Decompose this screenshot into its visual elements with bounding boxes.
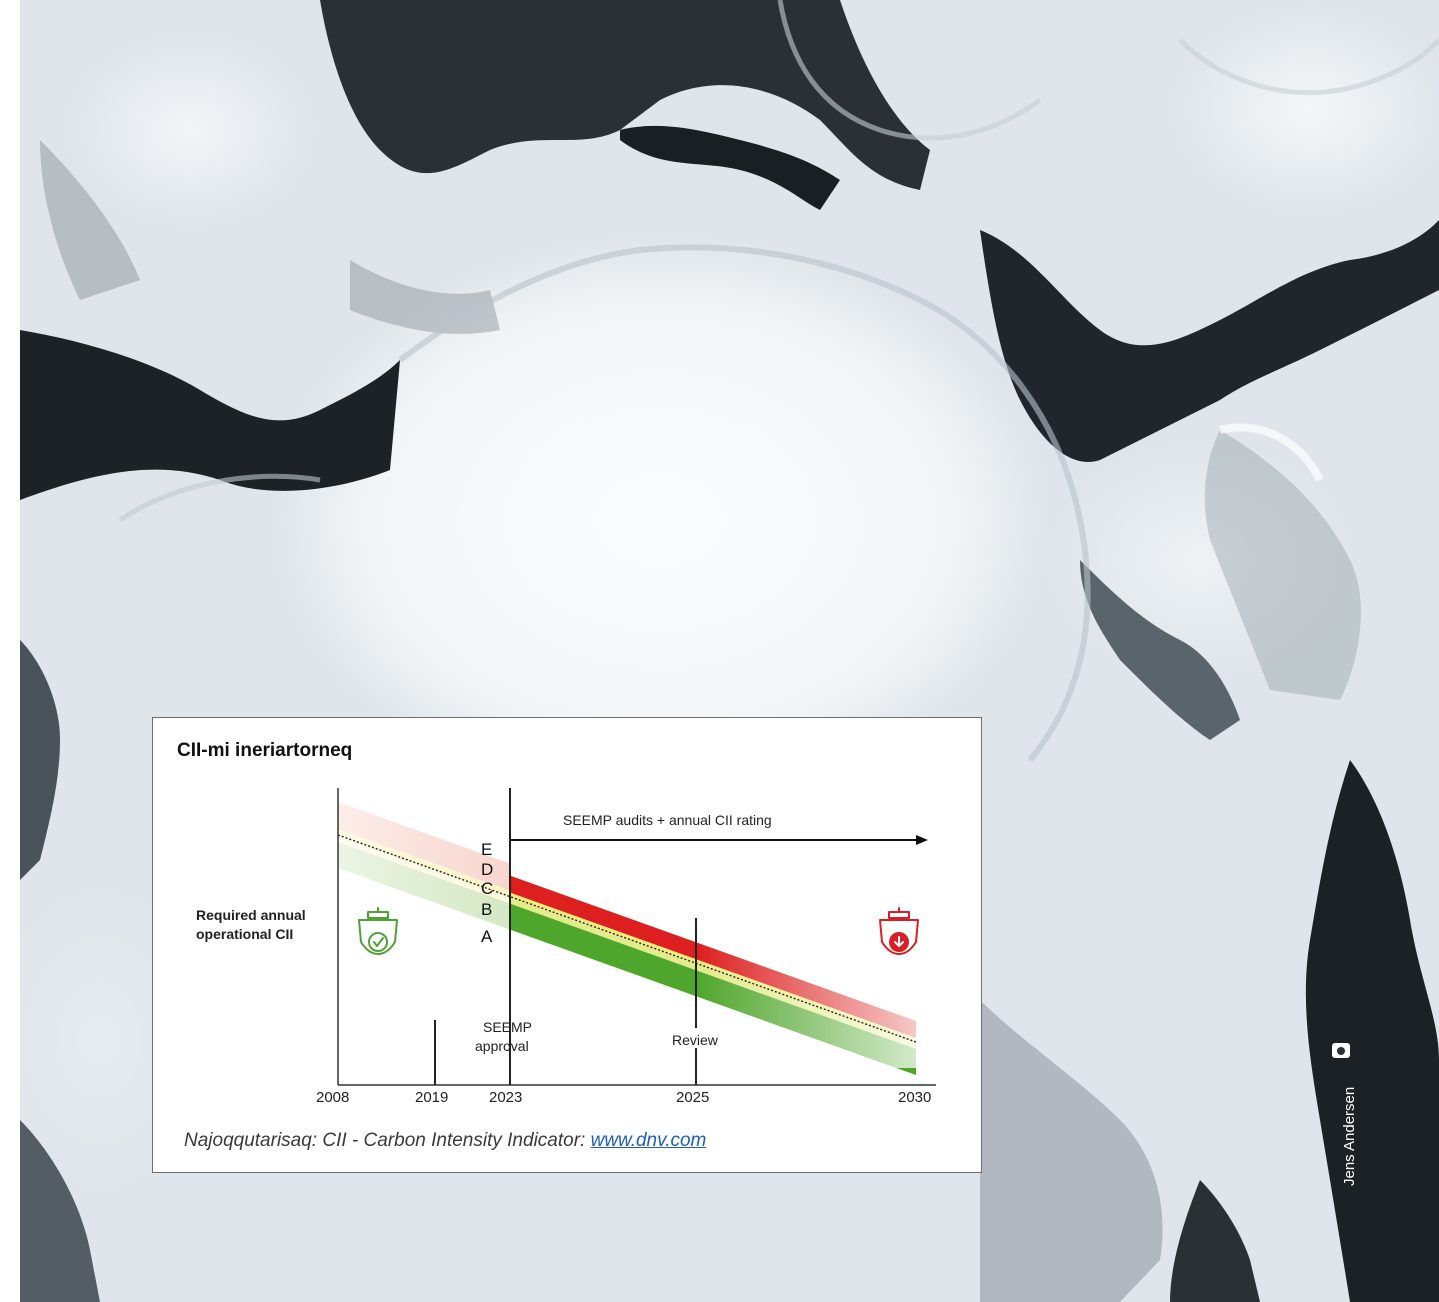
chart-title: CII-mi ineriartorneq (177, 740, 353, 761)
photo-credit-text: Jens Andersen (1341, 1086, 1358, 1186)
chart-caption: Najoqqutarisaq: CII - Carbon Intensity I… (184, 1130, 706, 1152)
x-tick-2008: 2008 (316, 1089, 349, 1106)
x-tick-2025: 2025 (676, 1089, 709, 1106)
y-axis-label-line1: Required annual (196, 907, 306, 923)
x-tick-2030: 2030 (898, 1089, 931, 1106)
ship-down-icon (879, 907, 919, 955)
band-fade-right (696, 898, 916, 1068)
review-label: Review (672, 1032, 719, 1048)
camera-icon (1332, 1043, 1350, 1058)
x-tick-2023: 2023 (489, 1089, 522, 1106)
ice-floes-illustration (20, 0, 1439, 1302)
band-fade-left (338, 788, 510, 988)
arrow-label: SEEMP audits + annual CII rating (563, 812, 772, 828)
x-tick-2019: 2019 (415, 1089, 448, 1106)
source-link[interactable]: www.dnv.com (590, 1130, 707, 1151)
seemp-label-line2: approval (475, 1038, 529, 1054)
caption-text: Najoqqutarisaq: CII - Carbon Intensity I… (184, 1130, 591, 1151)
band-letter-d: D (481, 860, 493, 879)
band-letter-e: E (481, 840, 492, 859)
band-letter-b: B (481, 900, 492, 919)
ship-check-icon (358, 907, 398, 955)
photo-credit: Jens Andersen (1331, 1040, 1358, 1210)
y-axis-label-line2: operational CII (196, 926, 293, 942)
band-letter-c: C (481, 879, 493, 898)
background-photo-ice-floes: Jens Andersen (20, 0, 1439, 1302)
band-letter-a: A (481, 927, 493, 946)
arrow-head-icon (916, 835, 928, 845)
chart-panel: CII-mi ineriartorneq SEEMP audits + (152, 717, 982, 1173)
seemp-label-line1: SEEMP (483, 1019, 532, 1035)
